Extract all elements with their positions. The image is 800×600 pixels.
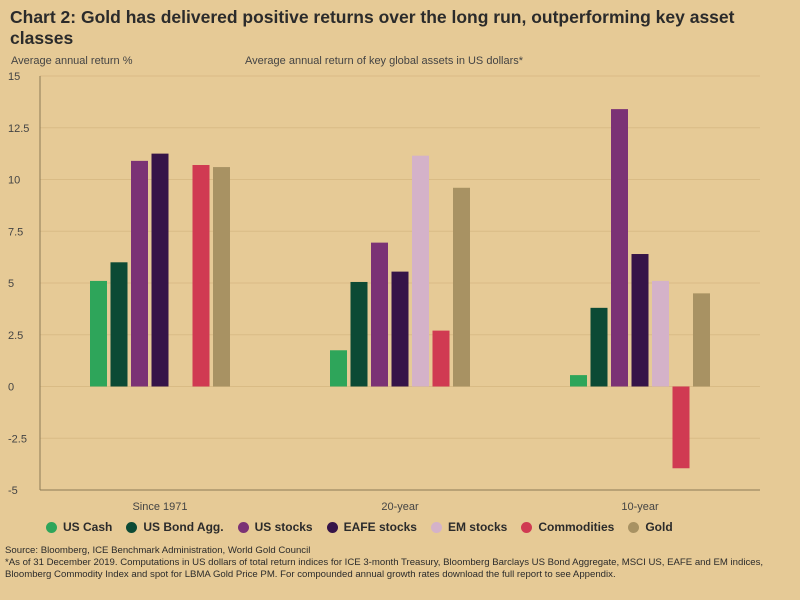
chart-title: Chart 2: Gold has delivered positive ret… <box>10 7 735 48</box>
bar <box>350 281 368 387</box>
y-tick-label: 5 <box>8 278 14 290</box>
bar <box>631 254 649 387</box>
legend-label: Gold <box>645 520 673 534</box>
legend-label: EAFE stocks <box>343 520 417 534</box>
bar <box>391 271 409 387</box>
bar <box>412 155 429 387</box>
bar <box>131 160 148 387</box>
bar <box>90 280 107 387</box>
x-tick-label: 20-year <box>381 501 419 513</box>
footnote: *As of 31 December 2019. Computations in… <box>5 557 764 580</box>
y-axis-label: Average annual return % <box>11 55 133 67</box>
bar <box>611 109 628 387</box>
y-tick-label: 2.5 <box>8 330 23 342</box>
y-tick-label: -5 <box>8 485 18 497</box>
legend-swatch <box>326 521 338 533</box>
legend-item: Gold <box>628 520 673 534</box>
legend-label: EM stocks <box>447 520 508 534</box>
legend-swatch <box>521 521 533 533</box>
y-tick-label: -2.5 <box>8 433 27 445</box>
legend-item: US Bond Agg. <box>126 520 224 534</box>
bar <box>570 375 587 387</box>
legend-item: EM stocks <box>430 520 508 534</box>
legend-label: US Cash <box>63 520 113 534</box>
legend-swatch <box>126 521 138 533</box>
legend-swatch <box>46 521 57 533</box>
bar <box>590 307 608 387</box>
y-tick-label: 7.5 <box>8 226 23 238</box>
legend-item: US Cash <box>46 520 112 534</box>
x-tick-label: 10-year <box>621 501 659 513</box>
chart-legend: US Cash US Bond Agg. US stocks EAFE stocks E… <box>46 520 673 534</box>
legend-swatch <box>237 521 249 533</box>
x-tick-label: Since 1971 <box>132 501 187 513</box>
legend-swatch <box>628 521 640 533</box>
bar <box>652 280 669 387</box>
source-notes: Source: Bloomberg, ICE Benchmark Adminis… <box>5 545 795 581</box>
chart-subtitle: Average annual return of key global asse… <box>245 55 524 67</box>
legend-swatch <box>430 521 442 533</box>
y-tick-label: 0 <box>8 382 14 394</box>
legend-label: Commodities <box>538 520 615 534</box>
legend-item: EAFE stocks <box>326 520 417 534</box>
bar <box>672 386 690 469</box>
bar <box>110 262 128 387</box>
bar <box>192 165 210 387</box>
legend-label: US Bond Agg. <box>143 520 224 534</box>
bar-chart: -5 -2.5 0 2.5 5 7.5 10 12.5 15 Since 1971 20-year 1… <box>8 71 760 513</box>
bar <box>693 293 710 387</box>
bar <box>330 350 347 387</box>
bar <box>453 187 470 387</box>
bar <box>371 242 388 387</box>
y-tick-label: 10 <box>8 175 20 187</box>
y-tick-label: 15 <box>8 71 20 83</box>
source-line: Source: Bloomberg, ICE Benchmark Adminis… <box>5 545 311 556</box>
bar <box>432 330 450 387</box>
legend-label: US stocks <box>254 520 313 534</box>
bar <box>151 153 169 387</box>
bar <box>213 167 230 387</box>
legend-item: Commodities <box>521 520 614 534</box>
y-tick-label: 12.5 <box>8 123 29 135</box>
legend-item: US stocks <box>237 520 313 534</box>
